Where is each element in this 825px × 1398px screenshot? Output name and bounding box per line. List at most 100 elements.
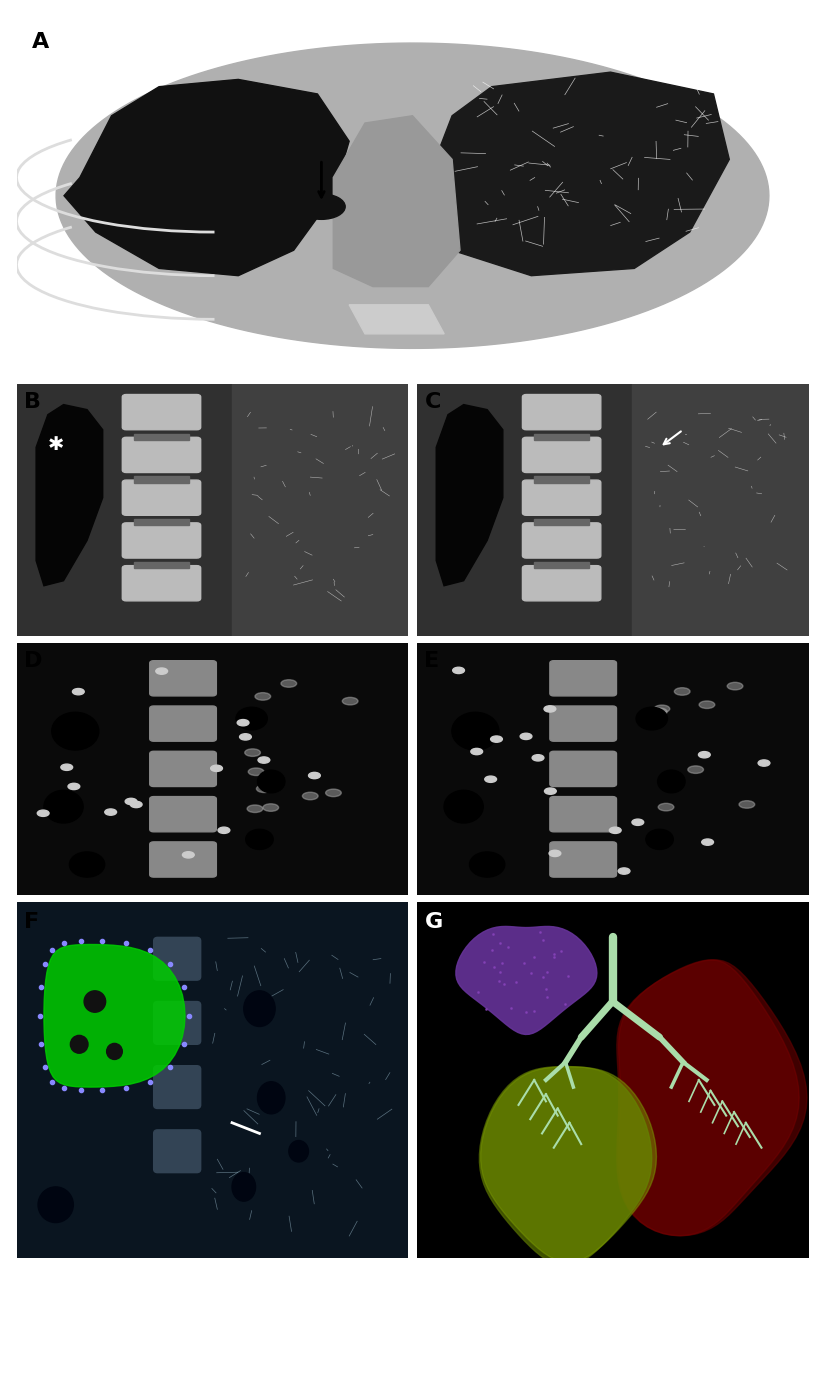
Polygon shape xyxy=(481,1067,657,1262)
Ellipse shape xyxy=(239,734,252,740)
Ellipse shape xyxy=(37,809,49,816)
Ellipse shape xyxy=(688,766,704,773)
Polygon shape xyxy=(64,80,349,275)
Ellipse shape xyxy=(210,765,223,772)
Ellipse shape xyxy=(68,783,80,790)
FancyBboxPatch shape xyxy=(153,1065,200,1109)
Text: C: C xyxy=(424,391,441,412)
Ellipse shape xyxy=(248,805,263,812)
Ellipse shape xyxy=(281,679,297,688)
Ellipse shape xyxy=(248,768,264,776)
Ellipse shape xyxy=(618,868,630,874)
Bar xyxy=(134,562,189,568)
Text: G: G xyxy=(424,913,443,932)
Text: E: E xyxy=(424,650,440,671)
FancyBboxPatch shape xyxy=(153,1001,200,1044)
Ellipse shape xyxy=(52,713,99,751)
Polygon shape xyxy=(428,73,729,275)
FancyBboxPatch shape xyxy=(522,523,601,558)
Ellipse shape xyxy=(646,829,673,850)
Bar xyxy=(134,477,189,482)
Bar xyxy=(535,433,589,440)
Ellipse shape xyxy=(70,1036,88,1053)
Ellipse shape xyxy=(326,788,342,797)
Ellipse shape xyxy=(702,839,714,846)
Ellipse shape xyxy=(699,700,714,709)
FancyBboxPatch shape xyxy=(153,1130,200,1173)
Ellipse shape xyxy=(255,692,271,700)
FancyBboxPatch shape xyxy=(149,706,216,741)
Ellipse shape xyxy=(471,748,483,755)
Ellipse shape xyxy=(652,707,667,716)
FancyBboxPatch shape xyxy=(122,438,200,473)
Ellipse shape xyxy=(257,786,272,793)
Ellipse shape xyxy=(243,991,275,1026)
Bar xyxy=(535,562,589,568)
Ellipse shape xyxy=(544,788,556,794)
FancyBboxPatch shape xyxy=(549,842,616,877)
FancyBboxPatch shape xyxy=(549,797,616,832)
Ellipse shape xyxy=(105,809,116,815)
FancyBboxPatch shape xyxy=(522,566,601,601)
Bar xyxy=(232,384,408,636)
FancyBboxPatch shape xyxy=(122,566,200,601)
Ellipse shape xyxy=(309,772,320,779)
Bar xyxy=(16,384,232,636)
Ellipse shape xyxy=(485,776,497,783)
Ellipse shape xyxy=(549,850,561,857)
Bar xyxy=(535,477,589,482)
Text: ✱: ✱ xyxy=(48,435,64,454)
Ellipse shape xyxy=(69,851,105,877)
Ellipse shape xyxy=(758,761,770,766)
Ellipse shape xyxy=(650,717,666,726)
Polygon shape xyxy=(333,116,460,287)
Ellipse shape xyxy=(182,851,194,858)
Ellipse shape xyxy=(106,1043,122,1060)
Ellipse shape xyxy=(532,755,544,761)
Ellipse shape xyxy=(130,801,142,808)
Bar xyxy=(535,519,589,526)
Ellipse shape xyxy=(610,828,621,833)
Bar xyxy=(134,433,189,440)
Ellipse shape xyxy=(636,707,667,730)
Ellipse shape xyxy=(452,713,499,751)
FancyBboxPatch shape xyxy=(522,394,601,429)
Ellipse shape xyxy=(699,752,710,758)
Ellipse shape xyxy=(298,194,345,219)
Ellipse shape xyxy=(469,851,505,877)
Ellipse shape xyxy=(61,765,73,770)
Ellipse shape xyxy=(38,1187,73,1222)
Ellipse shape xyxy=(73,688,84,695)
FancyBboxPatch shape xyxy=(522,480,601,516)
Ellipse shape xyxy=(237,720,249,726)
Ellipse shape xyxy=(727,682,743,689)
Ellipse shape xyxy=(125,798,137,805)
Text: A: A xyxy=(32,32,50,52)
FancyBboxPatch shape xyxy=(549,751,616,787)
FancyBboxPatch shape xyxy=(153,938,200,980)
Polygon shape xyxy=(617,960,807,1236)
FancyBboxPatch shape xyxy=(149,842,216,877)
FancyBboxPatch shape xyxy=(122,523,200,558)
Bar xyxy=(417,384,632,636)
Ellipse shape xyxy=(658,770,685,793)
Bar xyxy=(134,519,189,526)
Bar xyxy=(632,384,808,636)
Ellipse shape xyxy=(674,688,690,695)
FancyBboxPatch shape xyxy=(549,706,616,741)
Polygon shape xyxy=(349,305,444,334)
Ellipse shape xyxy=(289,1141,309,1162)
FancyBboxPatch shape xyxy=(122,480,200,516)
Ellipse shape xyxy=(654,705,670,713)
Ellipse shape xyxy=(520,733,532,740)
Text: B: B xyxy=(25,391,41,412)
Ellipse shape xyxy=(245,749,261,756)
Polygon shape xyxy=(36,404,103,586)
Ellipse shape xyxy=(257,770,285,793)
Ellipse shape xyxy=(491,735,502,742)
Ellipse shape xyxy=(156,668,167,674)
FancyBboxPatch shape xyxy=(122,394,200,429)
Ellipse shape xyxy=(739,801,755,808)
Ellipse shape xyxy=(303,793,318,800)
Ellipse shape xyxy=(257,1082,285,1114)
